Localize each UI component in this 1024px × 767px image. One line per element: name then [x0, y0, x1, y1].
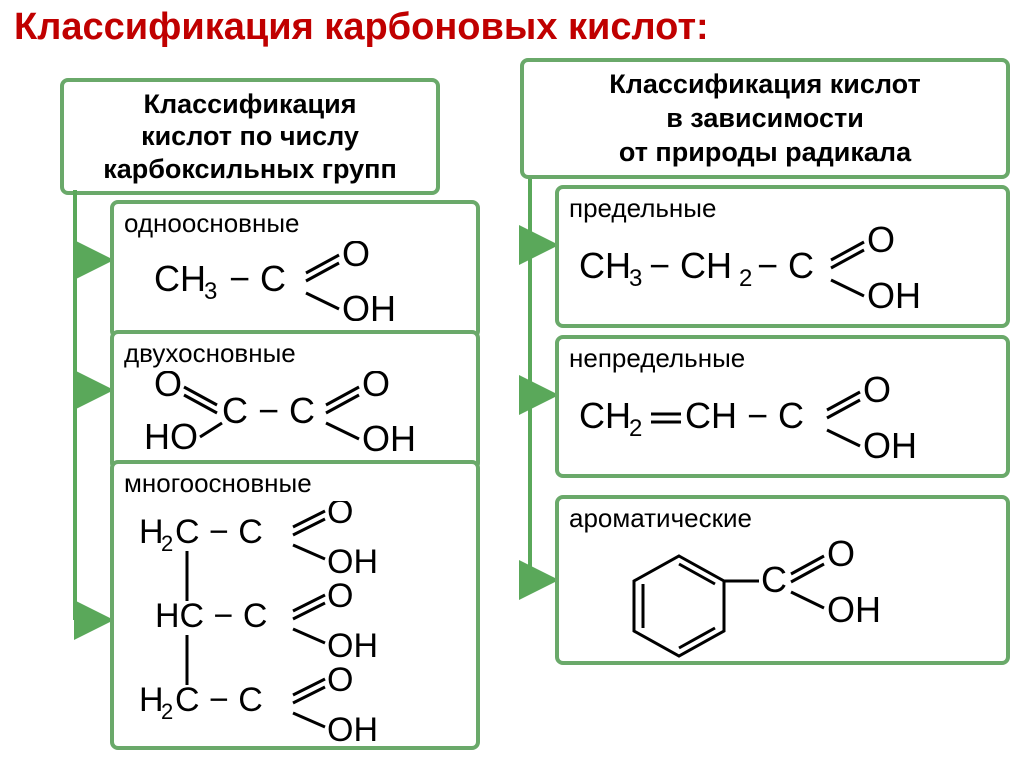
formula-dibasic: O HO C − C O OH [124, 371, 466, 459]
right-item-label-2: ароматические [569, 503, 996, 534]
svg-text:OH: OH [327, 711, 378, 749]
left-item-polybasic: многоосновные H 2 C − C O OH HC − C O OH… [110, 460, 480, 750]
right-header-text: Классификация кислот в зависимости от пр… [609, 69, 920, 167]
svg-text:OH: OH [342, 288, 396, 321]
svg-text:− C: − C [757, 245, 814, 286]
right-item-aromatic: ароматические C O OH [555, 495, 1010, 665]
svg-text:HC − C: HC − C [155, 597, 267, 635]
svg-text:HO: HO [144, 416, 198, 453]
svg-text:O: O [327, 661, 353, 699]
svg-text:OH: OH [362, 418, 416, 453]
formula-polybasic: H 2 C − C O OH HC − C O OH H 2 C − C [124, 501, 466, 755]
formula-saturated: CH 3 − CH 2 − C O OH [569, 226, 996, 316]
left-header: Классификация кислот по числу карбоксиль… [60, 78, 440, 195]
formula-aromatic: C O OH [569, 536, 996, 670]
svg-text:3: 3 [204, 278, 217, 305]
svg-text:CH: CH [154, 258, 206, 299]
left-item-label-2: многоосновные [124, 468, 466, 499]
svg-text:O: O [362, 371, 390, 404]
svg-text:O: O [154, 371, 182, 404]
left-item-label-1: двухосновные [124, 338, 466, 369]
svg-text:CH − C: CH − C [685, 395, 804, 436]
left-item-dibasic: двухосновные O HO C − C O OH [110, 330, 480, 471]
svg-text:2: 2 [629, 415, 642, 442]
left-item-monobasic: одноосновные CH 3 − C O OH [110, 200, 480, 339]
right-item-saturated: предельные CH 3 − CH 2 − C O OH [555, 185, 1010, 328]
svg-text:O: O [327, 577, 353, 615]
left-header-text: Классификация кислот по числу карбоксиль… [103, 89, 397, 184]
svg-text:2: 2 [161, 531, 173, 556]
left-item-label-0: одноосновные [124, 208, 466, 239]
right-item-unsaturated: непредельные CH 2 CH − C O OH [555, 335, 1010, 478]
svg-text:OH: OH [327, 543, 378, 581]
svg-text:OH: OH [327, 627, 378, 665]
svg-text:OH: OH [867, 275, 921, 310]
svg-text:3: 3 [629, 265, 642, 292]
right-item-label-1: непредельные [569, 343, 996, 374]
svg-text:C − C: C − C [175, 681, 263, 719]
formula-unsaturated: CH 2 CH − C O OH [569, 376, 996, 466]
svg-text:− C: − C [229, 258, 286, 299]
svg-text:O: O [827, 536, 855, 574]
formula-monobasic: CH 3 − C O OH [124, 241, 466, 327]
svg-text:OH: OH [863, 425, 917, 460]
right-item-label-0: предельные [569, 193, 996, 224]
svg-text:O: O [342, 241, 370, 274]
svg-text:OH: OH [827, 589, 881, 630]
svg-text:H: H [139, 513, 164, 551]
page-title: Классификация карбоновых кислот: [14, 6, 709, 49]
svg-text:2: 2 [161, 699, 173, 724]
svg-text:CH: CH [579, 245, 631, 286]
svg-text:O: O [327, 501, 353, 531]
svg-text:C: C [761, 559, 787, 600]
svg-text:− CH: − CH [649, 245, 732, 286]
svg-text:2: 2 [739, 265, 752, 292]
svg-text:O: O [867, 226, 895, 260]
svg-text:H: H [139, 681, 164, 719]
svg-text:C − C: C − C [222, 390, 315, 431]
right-header: Классификация кислот в зависимости от пр… [520, 58, 1010, 179]
svg-text:CH: CH [579, 395, 631, 436]
svg-text:C − C: C − C [175, 513, 263, 551]
svg-text:O: O [863, 376, 891, 410]
